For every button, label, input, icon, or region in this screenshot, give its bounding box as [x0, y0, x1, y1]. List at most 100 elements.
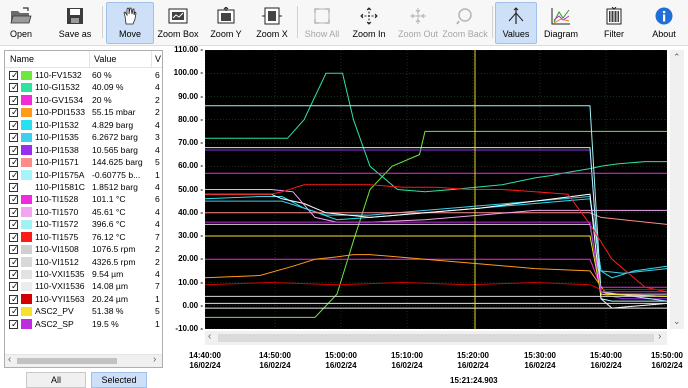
tag-checkbox[interactable]: ✓	[9, 232, 19, 242]
tag-list-row[interactable]: ✓ ASC2_SP 19.5 % 1	[5, 318, 162, 330]
tag-extra-value: 4	[155, 82, 160, 93]
tag-list-row[interactable]: ✓ 110-TI1572 396.6 °C 4	[5, 218, 162, 230]
diagram-button[interactable]: Diagram	[540, 2, 582, 44]
tag-checkbox[interactable]: ✓	[9, 132, 19, 143]
move-button[interactable]: Move	[106, 2, 154, 44]
tag-checkbox[interactable]: ✓	[9, 120, 19, 130]
scroll-left-arrow-icon[interactable]: ‹	[8, 354, 12, 365]
series-color-swatch[interactable]	[21, 232, 32, 242]
selected-label: Selected	[101, 375, 137, 385]
zoom-x-button[interactable]: Zoom X	[252, 2, 292, 44]
tag-checkbox[interactable]: ✓	[9, 107, 19, 118]
zoom-y-button[interactable]: Zoom Y	[206, 2, 246, 44]
tag-list-horizontal-scrollbar[interactable]: ‹ ›	[5, 354, 162, 367]
tag-list-row[interactable]: ✓ 110-VI1508 1076.5 rpm 2	[5, 243, 162, 255]
scroll-left-arrow-icon[interactable]: ‹	[208, 331, 212, 342]
series-color-swatch[interactable]	[21, 82, 32, 93]
plot-area[interactable]	[205, 50, 667, 329]
tag-list-row[interactable]: ✓ 110-VXI1535 9.54 µm 4	[5, 268, 162, 280]
tag-list-row[interactable]: ✓ 110-FV1532 60 % 6	[5, 69, 162, 81]
series-color-swatch[interactable]	[21, 319, 32, 329]
show-all-tags-button[interactable]: All	[26, 372, 86, 388]
series-color-swatch[interactable]	[21, 95, 32, 105]
tag-list-row[interactable]: ✓ 110-VXI1536 14.08 µm 7	[5, 280, 162, 292]
tag-list-row[interactable]: ✓ 110-VYI1563 20.24 µm 1	[5, 293, 162, 305]
tag-list-row[interactable]: ✓ 110-TI1575 76.12 °C 7	[5, 231, 162, 243]
series-color-swatch[interactable]	[21, 157, 32, 168]
save-as-button[interactable]: Save as	[54, 2, 96, 44]
tag-list-row[interactable]: ✓ 110-PI1575A -0.60775 b... 1	[5, 169, 162, 181]
series-color-swatch[interactable]	[21, 244, 32, 255]
tag-checkbox[interactable]: ✓	[9, 170, 19, 180]
column-header-name[interactable]: Name	[10, 54, 35, 64]
tag-checkbox[interactable]: ✓	[9, 194, 19, 205]
tag-checkbox[interactable]: ✓	[9, 82, 19, 93]
tag-checkbox[interactable]: ✓	[9, 95, 19, 105]
filter-button[interactable]: Filter	[594, 2, 634, 44]
zoom-box-label: Zoom Box	[157, 29, 199, 39]
tag-checkbox[interactable]: ✓	[9, 145, 19, 155]
zoom-back-button[interactable]: Zoom Back	[442, 2, 488, 44]
scroll-down-arrow-icon[interactable]: ⌄	[673, 316, 681, 326]
tag-checkbox[interactable]: ✓	[9, 294, 19, 304]
show-all-button[interactable]: Show All	[300, 2, 344, 44]
tag-checkbox[interactable]: ✓	[9, 269, 19, 279]
zoom-box-button[interactable]: Zoom Box	[157, 2, 199, 44]
tag-checkbox[interactable]: ✓	[9, 281, 19, 292]
chart-vertical-scrollbar[interactable]: ⌃ ⌄	[670, 50, 684, 329]
column-divider[interactable]	[89, 51, 90, 68]
tag-checkbox[interactable]: ✓	[9, 207, 19, 217]
series-color-swatch[interactable]	[21, 207, 32, 217]
series-color-swatch[interactable]	[21, 257, 32, 267]
tag-list-row[interactable]: ✓ 110-VI1512 4326.5 rpm 2	[5, 256, 162, 268]
tag-list-row[interactable]: ✓ 110-PI1581C 1.8512 barg 4	[5, 181, 162, 193]
tag-list-row[interactable]: ✓ 110-GI1532 40.09 % 4	[5, 81, 162, 93]
series-color-swatch[interactable]	[21, 132, 32, 143]
column-header-value[interactable]: Value	[94, 54, 117, 64]
open-button[interactable]: Open	[2, 2, 40, 44]
tag-list-row[interactable]: ✓ 110-PI1571 144.625 barg 5	[5, 156, 162, 168]
tag-value: 14.08 µm	[92, 281, 129, 292]
column-divider[interactable]	[151, 51, 152, 68]
series-color-swatch[interactable]	[21, 269, 32, 279]
series-color-swatch[interactable]	[21, 281, 32, 292]
scroll-right-arrow-icon[interactable]: ›	[153, 354, 157, 365]
tag-checkbox[interactable]: ✓	[9, 182, 19, 192]
series-color-swatch[interactable]	[21, 219, 32, 230]
tag-checkbox[interactable]: ✓	[9, 319, 19, 329]
tag-list-row[interactable]: ✓ ASC2_PV 51.38 % 5	[5, 305, 162, 317]
values-button[interactable]: Values	[495, 2, 537, 44]
tag-list-row[interactable]: ✓ 110-PI1535 6.2672 barg 3	[5, 131, 162, 143]
tag-list-row[interactable]: ✓ 110-TI1528 101.1 °C 6	[5, 193, 162, 205]
chart-horizontal-scrollbar[interactable]: ‹ ›	[205, 331, 667, 345]
tag-checkbox[interactable]: ✓	[9, 219, 19, 230]
about-button[interactable]: About	[644, 2, 684, 44]
series-color-swatch[interactable]	[21, 145, 32, 155]
tag-list-row[interactable]: ✓ 110-PI1532 4.829 barg 4	[5, 119, 162, 131]
tag-list-row[interactable]: ✓ 110-TI1570 45.61 °C 4	[5, 206, 162, 218]
series-color-swatch[interactable]	[21, 294, 32, 304]
tag-list-row[interactable]: ✓ 110-PI1538 10.565 barg 4	[5, 144, 162, 156]
scrollbar-thumb[interactable]	[17, 358, 117, 364]
scroll-right-arrow-icon[interactable]: ›	[658, 331, 662, 342]
series-color-swatch[interactable]	[21, 306, 32, 317]
tag-checkbox[interactable]: ✓	[9, 244, 19, 255]
zoom-in-button[interactable]: Zoom In	[348, 2, 390, 44]
scrollbar-thumb[interactable]	[218, 334, 654, 342]
show-selected-tags-button[interactable]: Selected	[91, 372, 147, 388]
scroll-up-arrow-icon[interactable]: ⌃	[673, 52, 681, 62]
tag-list-row[interactable]: ✓ 110-PDI1533 55.15 mbar 2	[5, 106, 162, 118]
series-color-swatch[interactable]	[21, 170, 32, 180]
tag-checkbox[interactable]: ✓	[9, 257, 19, 267]
tag-checkbox[interactable]: ✓	[9, 157, 19, 168]
series-color-swatch[interactable]	[21, 182, 32, 192]
tag-checkbox[interactable]: ✓	[9, 70, 19, 80]
column-header-extra[interactable]: V	[155, 54, 162, 64]
series-color-swatch[interactable]	[21, 107, 32, 118]
series-color-swatch[interactable]	[21, 120, 32, 130]
tag-checkbox[interactable]: ✓	[9, 306, 19, 317]
series-color-swatch[interactable]	[21, 194, 32, 205]
tag-list-row[interactable]: ✓ 110-GV1534 20 % 2	[5, 94, 162, 106]
series-color-swatch[interactable]	[21, 70, 32, 80]
zoom-out-button[interactable]: Zoom Out	[395, 2, 441, 44]
